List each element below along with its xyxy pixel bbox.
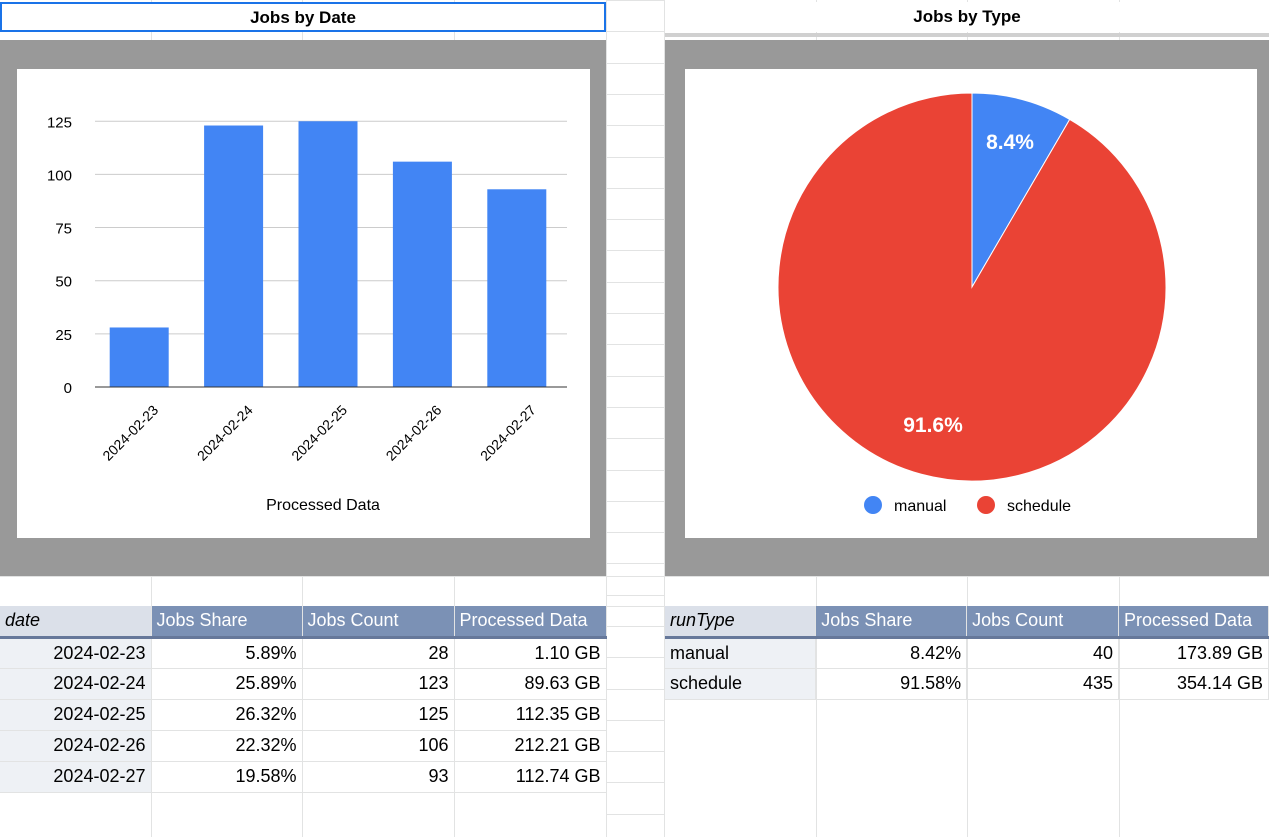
x-axis-title: Processed Data [266,497,380,514]
date-table-cell[interactable]: 2024-02-23 [0,637,152,669]
legend-label[interactable]: manual [894,498,946,515]
y-tick-label: 0 [64,380,72,397]
type-table-cell[interactable]: 435 [966,668,1120,700]
type-table-row: schedule 91.58% 435 354.14 GB [665,668,1269,700]
x-tick-label: 2024-02-26 [383,402,445,464]
date-table-cell[interactable]: 106 [302,730,455,762]
bar[interactable] [109,327,169,387]
pie-chart-panel[interactable]: 8.4% 91.6% manual schedule [665,40,1269,576]
date-table-cell[interactable]: 112.74 GB [454,761,607,793]
type-table-cell[interactable]: 173.89 GB [1118,637,1269,669]
type-table-row: manual 8.42% 40 173.89 GB [665,637,1269,669]
date-table-cell[interactable]: 123 [302,668,455,700]
date-table-cell[interactable]: 2024-02-24 [0,668,152,700]
date-table-cell[interactable]: 2024-02-27 [0,761,152,793]
date-table-row: 2024-02-24 25.89% 123 89.63 GB [0,668,607,700]
type-table-cell[interactable]: 91.58% [815,668,968,700]
date-table-header-cell[interactable]: Jobs Count [302,606,455,639]
pie-data-label: 8.4% [986,131,1034,154]
legend-label[interactable]: schedule [1007,498,1071,515]
pie-slice-schedule[interactable] [777,92,1167,482]
pie-slice-manual[interactable] [971,92,1071,289]
date-table-header-row: date Jobs Share Jobs Count Processed Data [0,606,607,639]
date-table-row: 2024-02-25 26.32% 125 112.35 GB [0,699,607,731]
date-table-row: 2024-02-27 19.58% 93 112.74 GB [0,761,607,793]
bar-chart[interactable]: 0 25 50 75 100 125 2024-02-23 2024-02-24 2024-02… [17,69,590,538]
type-table-header-cell[interactable]: Processed Data [1118,606,1269,639]
type-table-cell[interactable]: schedule [665,668,817,700]
date-table-cell[interactable]: 125 [302,699,455,731]
type-table-cell[interactable]: 8.42% [815,637,968,669]
x-tick-label: 2024-02-25 [288,402,350,464]
type-table-cell[interactable]: 40 [966,637,1120,669]
pie-chart-svg: 8.4% 91.6% manual schedule [777,92,1167,515]
date-table-cell[interactable]: 22.32% [151,730,303,762]
date-table-cell[interactable]: 93 [302,761,455,793]
date-table-cell[interactable]: 212.21 GB [454,730,607,762]
type-table-header-row: runType Jobs Share Jobs Count Processed Dat… [665,606,1269,639]
bar[interactable] [204,125,264,387]
date-table-header-cell[interactable]: Processed Data [454,606,607,639]
legend-swatch [977,496,995,514]
date-table-row: 2024-02-26 22.32% 106 212.21 GB [0,730,607,762]
y-tick-label: 25 [55,327,72,344]
legend-swatch [864,496,882,514]
date-table-cell[interactable]: 112.35 GB [454,699,607,731]
y-tick-label: 100 [47,167,72,184]
bar[interactable] [298,121,358,387]
section-title-jobs-by-date[interactable]: Jobs by Date [0,2,606,32]
jobs-by-date-table: date Jobs Share Jobs Count Processed Data 20… [0,606,607,793]
y-tick-label: 50 [55,274,72,291]
date-table-cell[interactable]: 89.63 GB [454,668,607,700]
type-table-cell[interactable]: 354.14 GB [1118,668,1269,700]
date-table-header-cell[interactable]: Jobs Share [151,606,303,639]
date-table-row: 2024-02-23 5.89% 28 1.10 GB [0,637,607,669]
date-table-cell[interactable]: 5.89% [151,637,303,669]
date-table-cell[interactable]: 26.32% [151,699,303,731]
date-table-cell[interactable]: 28 [302,637,455,669]
x-tick-label: 2024-02-27 [477,402,539,464]
date-table-cell[interactable]: 19.58% [151,761,303,793]
type-table-header-cell[interactable]: runType [665,606,817,639]
bar-chart-panel[interactable]: 0 25 50 75 100 125 2024-02-23 2024-02-24 2024-02… [0,40,606,576]
date-table-cell[interactable]: 1.10 GB [454,637,607,669]
date-table-cell[interactable]: 2024-02-25 [0,699,152,731]
pie-data-label: 91.6% [903,414,963,437]
frozen-divider [665,33,1269,37]
bar-chart-svg: 0 25 50 75 100 125 2024-02-23 2024-02-24 2024-02… [47,114,567,514]
bar[interactable] [392,161,452,387]
type-table-header-cell[interactable]: Jobs Count [966,606,1120,639]
date-table-cell[interactable]: 25.89% [151,668,303,700]
type-table-header-cell[interactable]: Jobs Share [815,606,968,639]
y-tick-label: 75 [55,221,72,238]
x-tick-label: 2024-02-23 [99,402,161,464]
jobs-by-type-table: runType Jobs Share Jobs Count Processed Dat… [665,606,1269,700]
type-table-cell[interactable]: manual [665,637,817,669]
date-table-cell[interactable]: 2024-02-26 [0,730,152,762]
x-tick-label: 2024-02-24 [194,402,256,464]
date-table-header-cell[interactable]: date [0,606,152,639]
pie-chart[interactable]: 8.4% 91.6% manual schedule [685,69,1257,538]
y-tick-label: 125 [47,114,72,131]
section-title-jobs-by-type[interactable]: Jobs by Type [665,2,1269,32]
bar[interactable] [487,189,547,387]
